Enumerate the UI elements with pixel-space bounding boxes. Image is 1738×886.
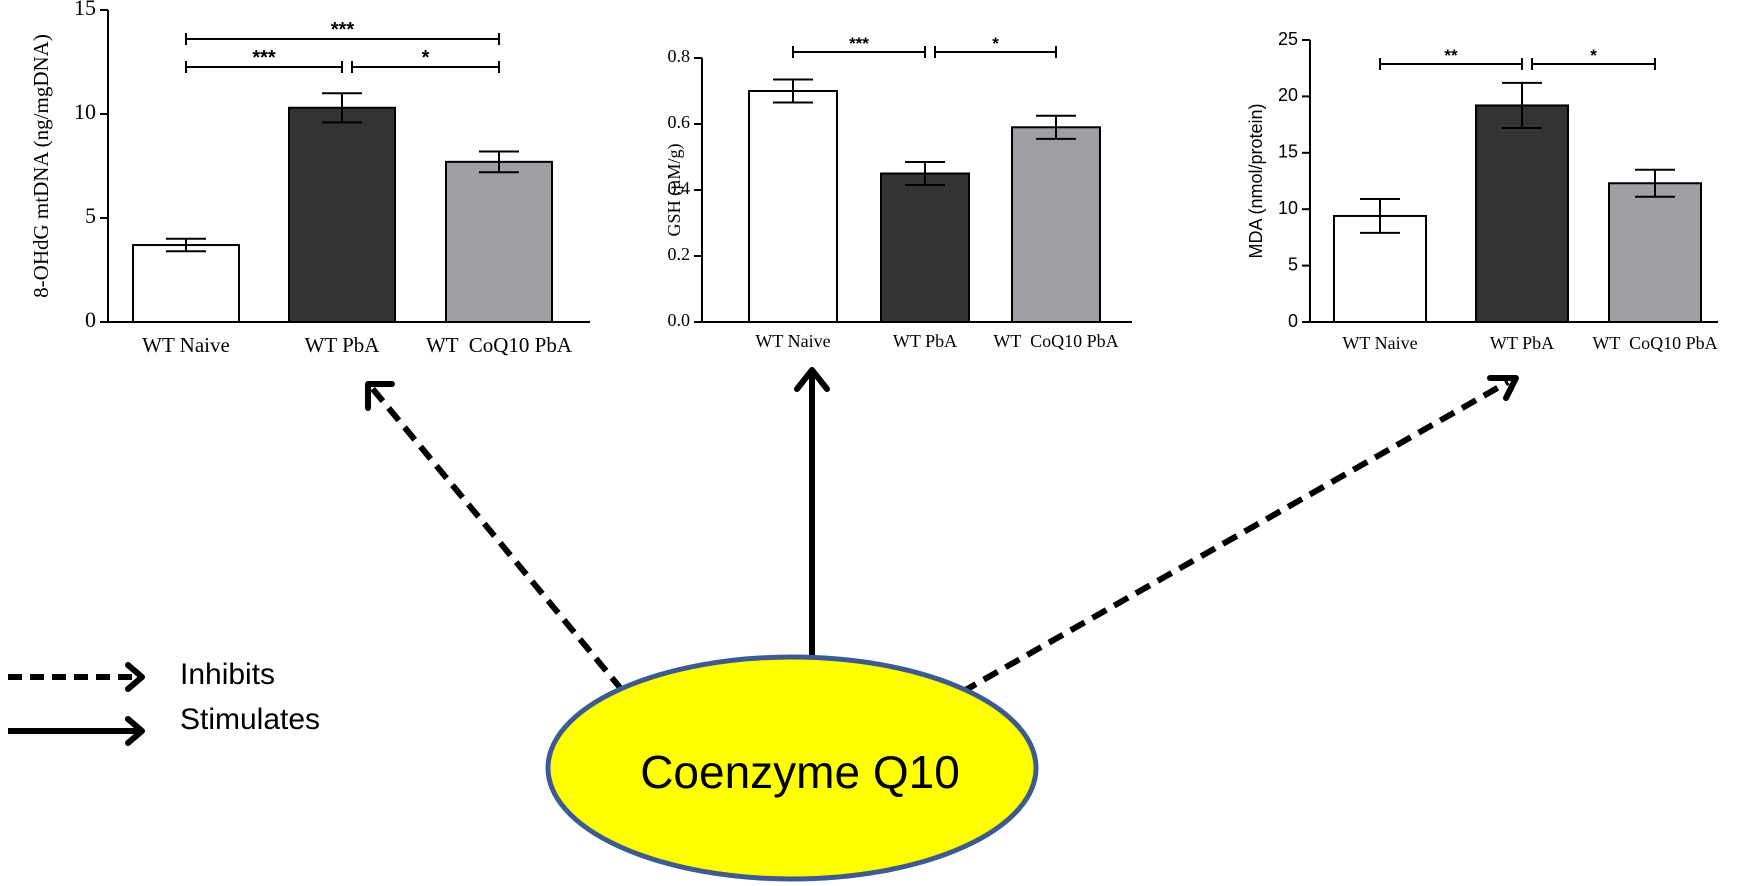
ohdg-category-label: WT Naive bbox=[142, 333, 230, 357]
ohdg-y-axis-label: 8-OHdG mtDNA (ng/mgDNA) bbox=[29, 34, 53, 298]
gsh-error-bar bbox=[905, 160, 945, 187]
mda-error-bar bbox=[1502, 81, 1542, 129]
arrow-inhibits-mda bbox=[960, 379, 1510, 695]
gsh-error-bar bbox=[1036, 114, 1076, 140]
mda-bar bbox=[1608, 182, 1702, 323]
gsh-significance-bracket bbox=[934, 46, 1057, 58]
chart-mda: 0 5 10 15 20 25 MDA (nmol/protein) WT Naive WT P… bbox=[1246, 29, 1718, 353]
diagram-arrows bbox=[365, 367, 1519, 695]
coenzyme-q10-node bbox=[545, 654, 1039, 882]
gsh-error-bar bbox=[773, 78, 813, 104]
ohdg-bar bbox=[132, 244, 240, 323]
mda-ytick-label: 5 bbox=[1288, 254, 1298, 274]
legend: Inhibits Stimulates bbox=[8, 658, 320, 746]
ohdg-ytick-label: 0 bbox=[85, 307, 96, 332]
mda-y-axis-label: MDA (nmol/protein) bbox=[1246, 103, 1266, 258]
arrow-stimulates-gsh-head bbox=[794, 367, 830, 392]
gsh-ytick-label: 0.2 bbox=[668, 244, 691, 264]
mda-significance-label: ** bbox=[1444, 46, 1458, 65]
gsh-significance-bracket bbox=[792, 46, 926, 58]
mda-category-label: WT Naive bbox=[1342, 333, 1417, 353]
legend-stimulates-label: Stimulates bbox=[180, 703, 320, 736]
ohdg-ytick-label: 5 bbox=[85, 203, 96, 228]
ohdg-bar bbox=[445, 160, 553, 323]
ohdg-significance-label: * bbox=[422, 47, 430, 69]
chart-8-ohdg: 0 5 10 15 8-OHdG mtDNA (ng/mgDNA) WT Naive WT … bbox=[29, 0, 590, 357]
arrow-inhibits-mda-head bbox=[1487, 375, 1519, 401]
ohdg-bar bbox=[288, 106, 396, 324]
mda-ytick-label: 25 bbox=[1278, 29, 1298, 49]
ohdg-significance-bracket bbox=[351, 61, 500, 73]
ohdg-ytick-label: 10 bbox=[74, 99, 96, 124]
gsh-ytick-label: 0.6 bbox=[668, 112, 691, 132]
mda-error-bar bbox=[1360, 198, 1400, 234]
gsh-bar bbox=[1011, 126, 1101, 323]
gsh-significance-label: * bbox=[992, 34, 999, 53]
ohdg-error-bar bbox=[322, 92, 362, 124]
mda-significance-bracket bbox=[1379, 58, 1523, 70]
gsh-y-axis-label: GSH (µM/g) bbox=[664, 144, 685, 237]
mda-significance-bracket bbox=[1531, 58, 1656, 70]
ohdg-significance-label: *** bbox=[331, 19, 355, 41]
gsh-bar bbox=[748, 90, 838, 323]
mda-error-bar bbox=[1635, 168, 1675, 198]
ohdg-significance-label: *** bbox=[252, 47, 276, 69]
mda-ytick-label: 15 bbox=[1278, 142, 1298, 162]
gsh-category-label: WT CoQ10 PbA bbox=[993, 331, 1118, 351]
gsh-ytick-label: 0.0 bbox=[668, 310, 691, 330]
gsh-ytick-label: 0.8 bbox=[668, 46, 691, 66]
gsh-significance-label: *** bbox=[849, 34, 869, 53]
ohdg-significance-bracket bbox=[185, 61, 343, 73]
coenzyme-q10-label: Coenzyme Q10 bbox=[640, 746, 960, 798]
gsh-category-label: WT PbA bbox=[893, 331, 957, 351]
legend-inhibits-arrowhead bbox=[125, 662, 145, 692]
mda-ytick-label: 20 bbox=[1278, 85, 1298, 105]
mda-bar bbox=[1475, 104, 1569, 324]
mda-ytick-label: 10 bbox=[1278, 198, 1298, 218]
mda-category-label: WT PbA bbox=[1490, 333, 1554, 353]
ohdg-error-bar bbox=[479, 150, 519, 174]
mda-category-label: WT CoQ10 PbA bbox=[1592, 333, 1717, 353]
arrow-inhibits-8-ohdg bbox=[369, 386, 625, 692]
gsh-ytick-label: 0.4 bbox=[668, 178, 691, 198]
gsh-category-label: WT Naive bbox=[755, 331, 830, 351]
legend-stimulates-arrowhead bbox=[125, 716, 145, 746]
mda-ytick-label: 0 bbox=[1288, 311, 1298, 331]
ohdg-category-label: WT CoQ10 PbA bbox=[426, 333, 573, 357]
ohdg-category-label: WT PbA bbox=[305, 333, 381, 357]
mda-significance-label: * bbox=[1590, 46, 1597, 65]
ohdg-ytick-label: 15 bbox=[74, 0, 96, 20]
chart-gsh: 0.0 0.2 0.4 0.6 0.8 GSH (µM/g) WT Naive WT PbA W… bbox=[664, 34, 1132, 351]
ohdg-significance-bracket bbox=[185, 33, 500, 45]
gsh-bar bbox=[880, 172, 970, 323]
ohdg-error-bar bbox=[166, 237, 206, 253]
arrow-inhibits-8-ohdg-head bbox=[365, 381, 395, 411]
legend-inhibits-label: Inhibits bbox=[180, 658, 275, 691]
